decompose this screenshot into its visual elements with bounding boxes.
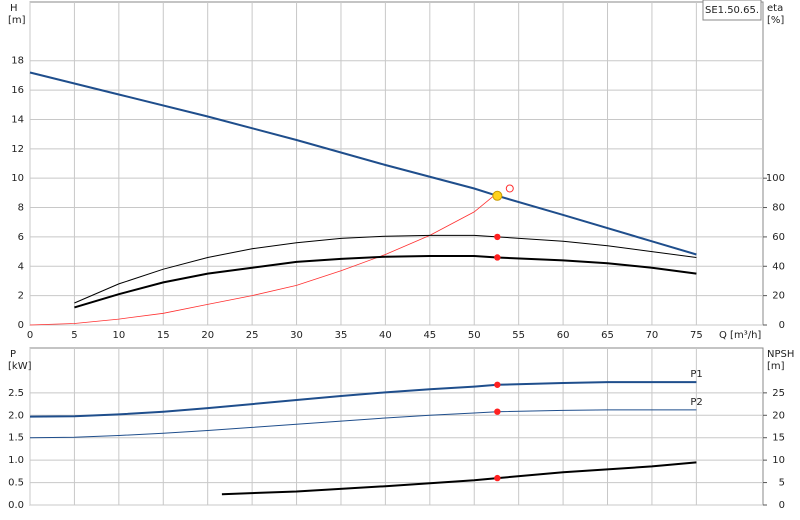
y2-axis-unit: [m]: [767, 361, 785, 372]
y2-tick-label: 20: [772, 410, 785, 421]
y-axis-label: P: [10, 349, 16, 360]
y-tick-label: 6: [18, 232, 24, 243]
x-axis-label: Q [m³/h]: [719, 330, 761, 341]
x-tick-label: 40: [379, 330, 392, 341]
y-tick-label: 10: [11, 173, 24, 184]
y2-tick-label: 25: [772, 388, 785, 399]
y2-axis-label: NPSH: [767, 349, 794, 360]
y2-tick-label: 80: [772, 203, 785, 214]
pump-label-box: [702, 0, 762, 21]
y-tick-label: 2.5: [8, 388, 24, 399]
y-axis-unit: [m]: [8, 15, 26, 26]
x-tick-label: 5: [71, 330, 77, 341]
x-tick-label: 30: [290, 330, 303, 341]
y2-tick-label: 15: [772, 433, 785, 444]
y-tick-label: 2.0: [8, 410, 24, 421]
x-tick-label: 45: [423, 330, 436, 341]
x-tick-label: 20: [201, 330, 214, 341]
requested-point: [505, 184, 514, 193]
y-tick-label: 16: [11, 85, 24, 96]
curve: [29, 409, 697, 439]
operating-point: [494, 408, 501, 415]
curve: [74, 234, 697, 304]
series-label: P2: [690, 397, 702, 408]
curve: [221, 461, 697, 496]
y-axis-label: H: [10, 3, 18, 14]
x-tick-label: 15: [157, 330, 170, 341]
y2-tick-label: 40: [772, 261, 785, 272]
operating-point: [494, 474, 501, 482]
pump-label: SE1.50.65.: [705, 5, 759, 16]
operating-point: [494, 233, 501, 241]
x-tick-label: 50: [468, 330, 481, 341]
y2-tick-label: 0: [779, 320, 785, 331]
y-tick-label: 1.5: [8, 433, 24, 444]
x-tick-label: 25: [246, 330, 259, 341]
x-tick-label: 60: [557, 330, 570, 341]
y-tick-label: 8: [18, 203, 24, 214]
y-axis-unit: [kW]: [8, 361, 32, 372]
curve: [29, 192, 498, 326]
y-tick-label: 14: [11, 114, 24, 125]
operating-point: [494, 381, 501, 388]
curve: [29, 381, 697, 418]
plot-frame: [29, 347, 764, 506]
x-tick-label: 10: [112, 330, 125, 341]
y-tick-label: 0: [18, 320, 24, 331]
x-tick-label: 0: [27, 330, 33, 341]
y2-tick-label: 20: [772, 291, 785, 302]
x-tick-label: 35: [335, 330, 348, 341]
y2-tick-label: 60: [772, 232, 785, 243]
y-tick-label: 4: [18, 261, 24, 272]
y2-axis-label: eta: [767, 3, 783, 14]
curve: [74, 255, 697, 309]
operating-point: [492, 190, 503, 201]
curve: [29, 71, 697, 256]
y2-tick-label: 10: [772, 455, 785, 466]
x-tick-label: 75: [690, 330, 703, 341]
y2-axis-unit: [%]: [767, 15, 784, 26]
x-tick-label: 55: [512, 330, 525, 341]
y-tick-label: 18: [11, 56, 24, 67]
operating-point: [494, 254, 501, 261]
y-tick-label: 0.0: [8, 500, 24, 511]
y2-tick-label: 100: [766, 173, 785, 184]
y2-tick-label: 0: [779, 500, 785, 511]
series-label: P1: [690, 369, 702, 380]
x-tick-label: 65: [601, 330, 614, 341]
y-tick-label: 2: [18, 291, 24, 302]
y-tick-label: 12: [11, 144, 24, 155]
x-tick-label: 70: [646, 330, 659, 341]
y-tick-label: 1.0: [8, 455, 24, 466]
y-tick-label: 0.5: [8, 478, 24, 489]
y2-tick-label: 5: [779, 478, 785, 489]
